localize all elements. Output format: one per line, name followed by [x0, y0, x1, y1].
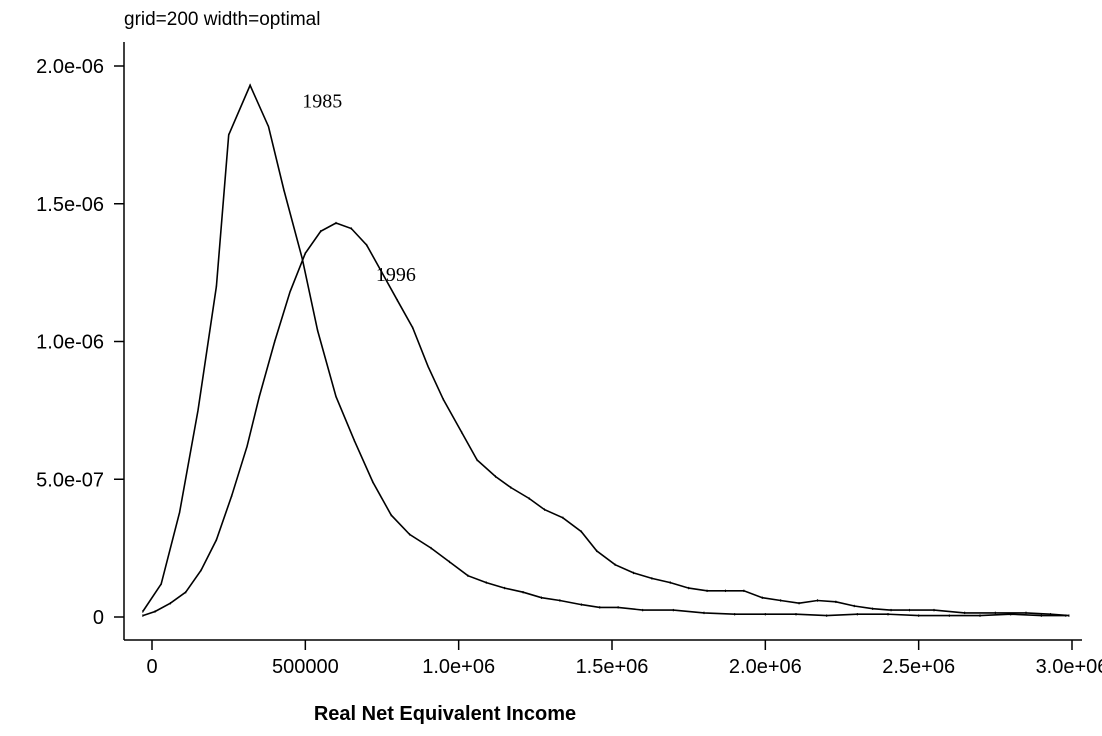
x-tick-label: 2.0e+06: [729, 656, 802, 678]
series-layer: [142, 83, 1070, 617]
x-axis-ticks: 0 500000 1.0e+06 1.5e+06 2.0e+06 2.5e+06 3.0e+…: [146, 640, 1102, 678]
y-tick-label: 5.0e-07: [36, 469, 104, 491]
series-line-1996: [142, 222, 1069, 617]
x-tick-label: 0: [146, 656, 157, 678]
x-axis-label: Real Net Equivalent Income: [314, 703, 576, 725]
x-tick-label: 1.5e+06: [576, 656, 649, 678]
x-tick-label: 3.0e+06: [1036, 656, 1102, 678]
y-tick-label: 2.0e-06: [36, 56, 104, 78]
series-label-1996: 1996: [376, 264, 416, 286]
y-tick-label: 1.5e-06: [36, 194, 104, 216]
y-tick-label: 0: [93, 607, 104, 629]
series-label-1985: 1985: [302, 90, 342, 112]
x-tick-label: 2.5e+06: [882, 656, 955, 678]
x-tick-label: 500000: [272, 656, 339, 678]
x-tick-label: 1.0e+06: [422, 656, 495, 678]
y-axis-ticks: 0 5.0e-07 1.0e-06 1.5e-06 2.0e-06: [36, 56, 124, 629]
chart-subtitle: grid=200 width=optimal: [124, 9, 320, 30]
y-tick-label: 1.0e-06: [36, 332, 104, 354]
series-labels: 1985 1996: [302, 90, 416, 286]
series-line-1985: [142, 83, 1066, 617]
